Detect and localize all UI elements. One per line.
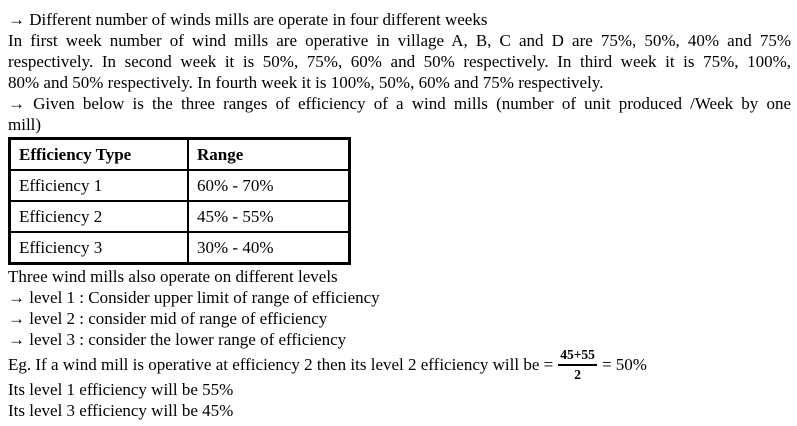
level-1-line: → level 1 : Consider upper limit of rang… [8, 288, 380, 307]
levels-section: Three wind mills also operate on differe… [8, 266, 791, 350]
fraction-numerator: 45+55 [558, 347, 597, 366]
level-2-line: → level 2 : consider mid of range of eff… [8, 309, 328, 328]
table-cell-range: 30% - 40% [187, 231, 351, 265]
table-cell-type: Efficiency 2 [8, 200, 189, 233]
fraction-denominator: 2 [574, 366, 581, 382]
intro-line: → Different number of winds mills are op… [8, 10, 488, 29]
table-header-range: Range [187, 137, 351, 171]
table-row: Efficiency 3 30% - 40% [8, 231, 351, 265]
intro-line: → Given below is the three ranges of eff… [8, 94, 791, 113]
intro-line: In first week number of wind mills are o… [8, 31, 791, 50]
efficiency-table: Efficiency Type Range Efficiency 1 60% -… [8, 137, 351, 265]
example-prefix: Eg. If a wind mill is operative at effic… [8, 354, 554, 374]
levels-intro-line: Three wind mills also operate on differe… [8, 267, 338, 286]
intro-line: 80% and 50% respectively. In fourth week… [8, 73, 604, 92]
intro-paragraph: → Different number of winds mills are op… [8, 9, 791, 135]
table-header-row: Efficiency Type Range [8, 137, 351, 171]
level-3-line: → level 3 : consider the lower range of … [8, 330, 347, 349]
example-result-line: Its level 3 efficiency will be 45% [8, 401, 234, 420]
example-suffix: = 50% [601, 354, 647, 374]
intro-line: mill) [8, 115, 42, 134]
table-header-efficiency-type: Efficiency Type [8, 137, 189, 171]
table-cell-type: Efficiency 3 [8, 231, 189, 265]
table-cell-type: Efficiency 1 [8, 169, 189, 202]
example-result-line: Its level 1 efficiency will be 55% [8, 380, 234, 399]
table-cell-range: 60% - 70% [187, 169, 351, 202]
fraction: 45+55 2 [558, 347, 597, 382]
table-cell-range: 45% - 55% [187, 200, 351, 233]
table-row: Efficiency 2 45% - 55% [8, 200, 351, 233]
intro-line: respectively. In second week it is 50%, … [8, 52, 791, 71]
table-row: Efficiency 1 60% - 70% [8, 169, 351, 202]
example-equation-line: Eg. If a wind mill is operative at effic… [8, 347, 791, 382]
